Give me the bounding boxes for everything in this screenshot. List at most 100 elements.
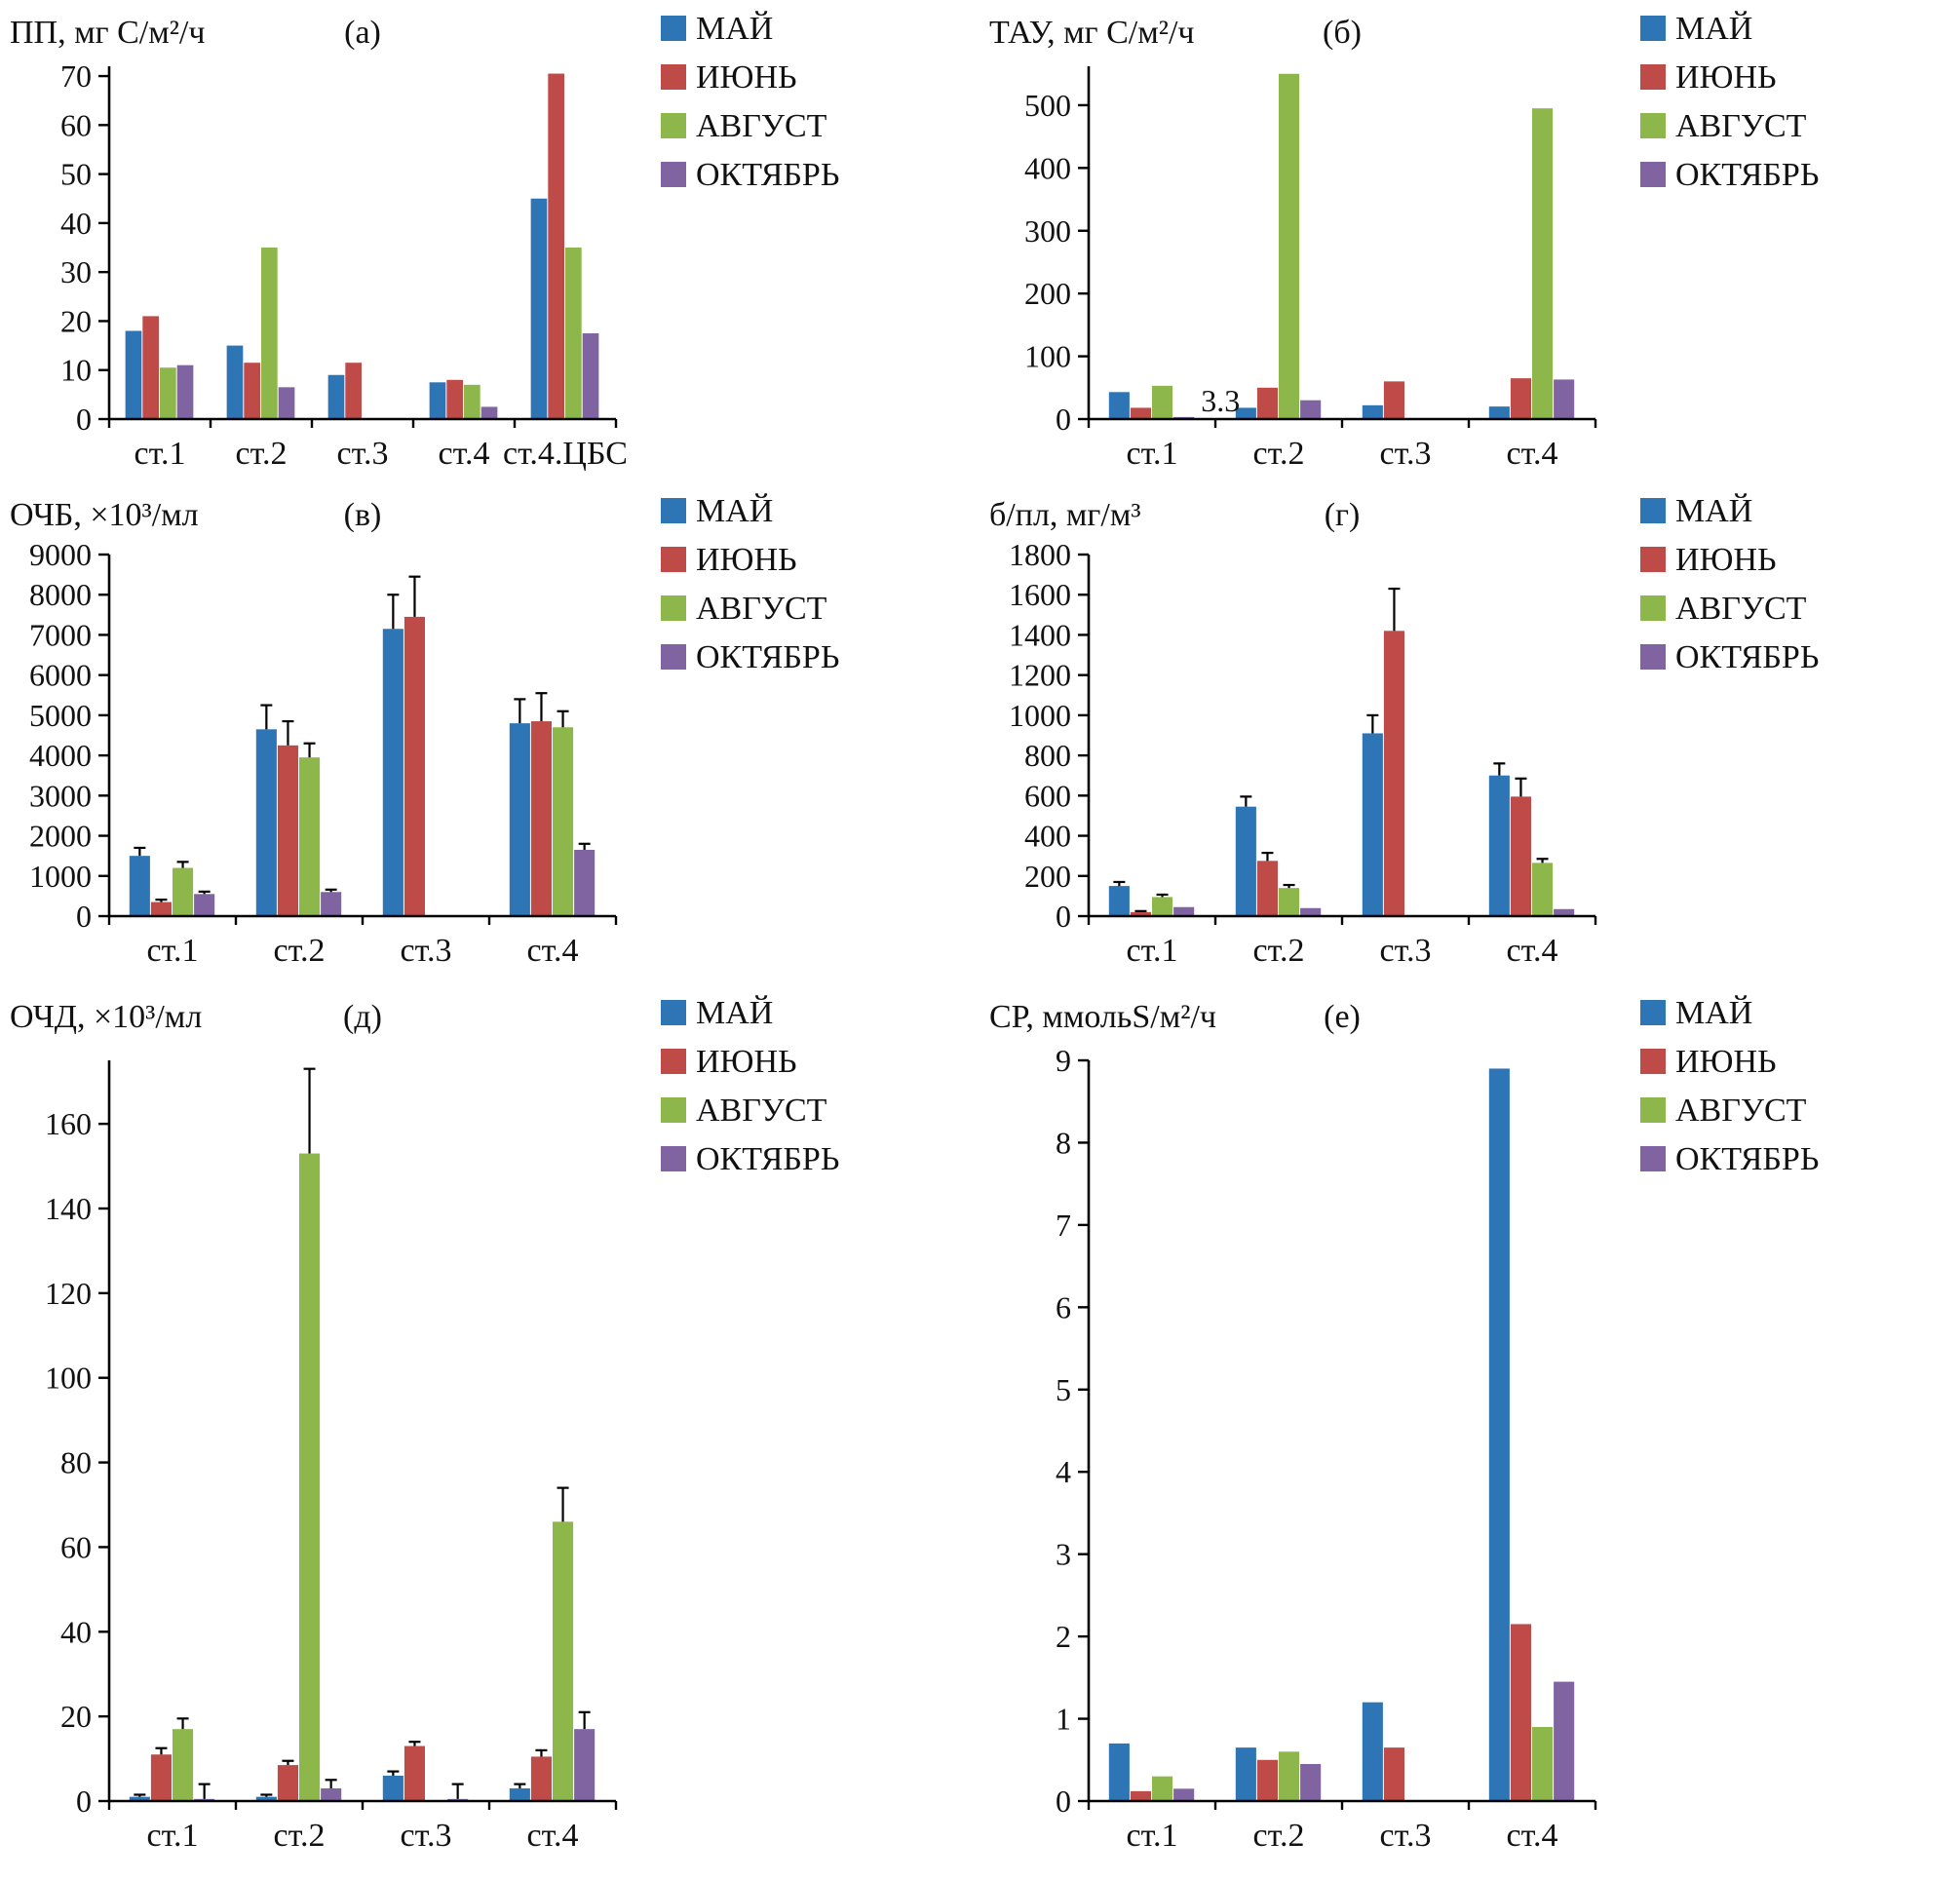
x-category-label: ст.3 [337, 436, 389, 472]
y-tick-label: 100 [1024, 339, 1071, 374]
legend-label: ОКТЯБРЬ [696, 1141, 839, 1177]
chart-svg-e: СР, ммольS/м²/ч (е) МАЙ ИЮНЬ АВГУСТ ОКТЯБРЬ 0 1… [989, 995, 1819, 1854]
legend-label: МАЙ [696, 493, 773, 529]
bar [509, 1787, 530, 1801]
bar [173, 1729, 194, 1801]
legend-swatch-АВГУСТ [661, 595, 686, 621]
bar [255, 1796, 277, 1801]
y-tick-label: 160 [45, 1106, 92, 1141]
legend-label: ИЮНЬ [696, 59, 797, 96]
bar [1362, 404, 1383, 419]
legend-swatch-МАЙ [1640, 498, 1666, 523]
legend-swatch-ИЮНЬ [1640, 1049, 1666, 1074]
x-category-label: ст.2 [274, 933, 326, 969]
legend-swatch-ОКТЯБРЬ [661, 162, 686, 187]
bar [1532, 1727, 1554, 1801]
bar [261, 248, 278, 419]
bar [244, 363, 260, 419]
y-tick-label: 2 [1056, 1619, 1071, 1654]
bar [255, 729, 277, 916]
bar [464, 384, 480, 419]
chart-title: ТАУ, мг С/м²/ч [989, 15, 1195, 51]
y-tick-label: 60 [60, 107, 92, 142]
y-tick-label: 1 [1056, 1702, 1071, 1737]
legend-swatch-ИЮНЬ [1640, 547, 1666, 572]
y-tick-label: 20 [60, 303, 92, 338]
bar [1152, 385, 1173, 419]
bar [1554, 1681, 1575, 1801]
y-tick-label: 60 [60, 1529, 92, 1564]
x-category-label: ст.1 [135, 436, 186, 472]
y-tick-label: 3000 [29, 778, 92, 813]
bar [299, 757, 321, 916]
chart-title: ОЧД, ×10³/мл [10, 999, 202, 1035]
bar [429, 382, 446, 419]
bar [1300, 400, 1322, 419]
bar [299, 1153, 321, 1801]
y-tick-label: 400 [1024, 150, 1071, 185]
bar [574, 849, 596, 916]
bar [142, 316, 159, 419]
bar [1256, 1759, 1278, 1801]
x-category-label: ст.2 [274, 1818, 326, 1854]
legend-label: ОКТЯБРЬ [696, 639, 839, 675]
y-tick-label: 7 [1056, 1208, 1071, 1243]
bar [1383, 381, 1404, 419]
legend-label: ОКТЯБРЬ [1675, 1141, 1819, 1177]
y-tick-label: 80 [60, 1445, 92, 1480]
bar [327, 374, 345, 419]
bar [1108, 392, 1130, 419]
bar [1235, 1747, 1256, 1801]
legend-swatch-МАЙ [661, 16, 686, 41]
bar [173, 867, 194, 916]
y-tick-label: 4000 [29, 738, 92, 773]
bar [574, 1729, 596, 1801]
legend-swatch-АВГУСТ [1640, 595, 1666, 621]
y-tick-label: 5000 [29, 698, 92, 733]
y-tick-label: 1600 [1009, 577, 1071, 612]
y-tick-label: 100 [45, 1361, 92, 1396]
y-tick-label: 500 [1024, 88, 1071, 123]
bar [1152, 897, 1173, 916]
bar [150, 902, 172, 916]
bar [1554, 379, 1575, 419]
legend-swatch-ИЮНЬ [1640, 64, 1666, 90]
y-tick-label: 1000 [29, 859, 92, 894]
x-category-label: ст.4 [1507, 436, 1558, 472]
bar [1488, 775, 1510, 916]
y-tick-label: 4 [1056, 1454, 1071, 1489]
bar [1383, 631, 1404, 916]
bar [1235, 806, 1256, 916]
panel-label: (д) [343, 999, 382, 1035]
bar [194, 894, 215, 916]
legend-swatch-ОКТЯБРЬ [1640, 1146, 1666, 1171]
bar [321, 1787, 342, 1801]
bar [277, 1765, 298, 1801]
bar [1510, 378, 1531, 419]
chart-panel-e: СР, ммольS/м²/ч (е) МАЙ ИЮНЬ АВГУСТ ОКТЯБРЬ 0 1… [980, 984, 1960, 1875]
bar [1256, 387, 1278, 419]
bar [1488, 1068, 1510, 1801]
panel-label: (б) [1323, 15, 1362, 51]
panel-label: (в) [344, 497, 382, 533]
y-tick-label: 8000 [29, 577, 92, 612]
bar [1554, 908, 1575, 916]
bar [1362, 733, 1383, 916]
bar [530, 198, 548, 419]
y-tick-label: 9000 [29, 537, 92, 572]
x-category-label: ст.3 [401, 1818, 452, 1854]
bar [125, 330, 142, 419]
legend-label: ИЮНЬ [1675, 59, 1777, 96]
chart-panel-d: ОЧД, ×10³/мл (д) МАЙ ИЮНЬ АВГУСТ ОКТЯБРЬ 0 20 40… [0, 984, 980, 1875]
y-tick-label: 140 [45, 1191, 92, 1226]
x-category-label: ст.3 [1380, 1818, 1432, 1854]
y-tick-label: 40 [60, 206, 92, 241]
bar [1108, 1743, 1130, 1801]
legend-label: МАЙ [1675, 493, 1752, 529]
x-category-label: ст.1 [147, 933, 199, 969]
y-tick-label: 400 [1024, 819, 1071, 854]
bar [160, 367, 176, 419]
y-tick-label: 1400 [1009, 617, 1071, 652]
x-category-label: ст.4.ЦБС [503, 436, 628, 472]
